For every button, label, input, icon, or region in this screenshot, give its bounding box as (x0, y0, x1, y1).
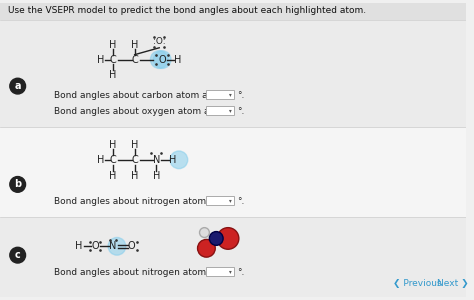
Text: H: H (109, 140, 117, 150)
Circle shape (150, 51, 168, 68)
Text: O: O (158, 55, 166, 64)
FancyBboxPatch shape (0, 128, 466, 217)
Circle shape (108, 238, 126, 255)
Text: H: H (97, 55, 104, 64)
Text: N: N (109, 241, 117, 251)
Text: b: b (14, 179, 21, 189)
Text: Next ❯: Next ❯ (438, 279, 469, 288)
Text: C: C (109, 155, 117, 165)
Text: H: H (109, 70, 117, 80)
Text: c: c (15, 250, 20, 260)
Circle shape (170, 151, 188, 169)
Circle shape (200, 228, 210, 238)
FancyBboxPatch shape (0, 21, 466, 127)
Text: Bond angles about nitrogen atom are: Bond angles about nitrogen atom are (54, 268, 224, 277)
Text: O: O (91, 241, 99, 251)
Text: ▾: ▾ (228, 198, 231, 203)
Circle shape (198, 239, 215, 257)
Text: C: C (131, 155, 138, 165)
Circle shape (10, 78, 26, 94)
Text: Bond angles about nitrogen atom are: Bond angles about nitrogen atom are (54, 197, 224, 206)
Circle shape (210, 232, 223, 245)
Text: °.: °. (237, 107, 244, 116)
Text: H: H (109, 40, 117, 50)
Text: Bond angles about oxygen atom are: Bond angles about oxygen atom are (54, 107, 219, 116)
FancyBboxPatch shape (206, 90, 234, 99)
Circle shape (10, 247, 26, 263)
Text: °.: °. (237, 197, 244, 206)
Text: :O:: :O: (153, 38, 165, 46)
Text: Use the VSEPR model to predict the bond angles about each highlighted atom.: Use the VSEPR model to predict the bond … (8, 7, 366, 16)
Text: °.: °. (237, 91, 244, 100)
Text: H: H (109, 171, 117, 181)
FancyBboxPatch shape (206, 106, 234, 115)
Text: H: H (169, 155, 177, 165)
Text: ❮ Previous: ❮ Previous (393, 279, 442, 288)
Text: H: H (97, 155, 104, 165)
FancyBboxPatch shape (206, 267, 234, 276)
Text: ▾: ▾ (228, 269, 231, 274)
Text: H: H (75, 241, 82, 251)
Text: H: H (131, 140, 138, 150)
Text: ▾: ▾ (228, 92, 231, 97)
FancyBboxPatch shape (0, 3, 466, 20)
Text: N: N (153, 155, 160, 165)
Text: Bond angles about carbon atom are: Bond angles about carbon atom are (54, 91, 217, 100)
Text: a: a (14, 81, 21, 91)
Text: C: C (131, 55, 138, 64)
Text: H: H (131, 40, 138, 50)
Circle shape (217, 228, 239, 249)
Circle shape (10, 176, 26, 192)
Text: C: C (109, 55, 117, 64)
Text: H: H (131, 171, 138, 181)
FancyBboxPatch shape (206, 196, 234, 205)
Text: °.: °. (237, 268, 244, 277)
FancyBboxPatch shape (0, 3, 466, 297)
FancyBboxPatch shape (0, 218, 466, 297)
Text: H: H (153, 171, 160, 181)
Text: H: H (174, 55, 182, 64)
Circle shape (153, 51, 171, 68)
Text: ▾: ▾ (228, 108, 231, 113)
Text: O: O (128, 241, 136, 251)
